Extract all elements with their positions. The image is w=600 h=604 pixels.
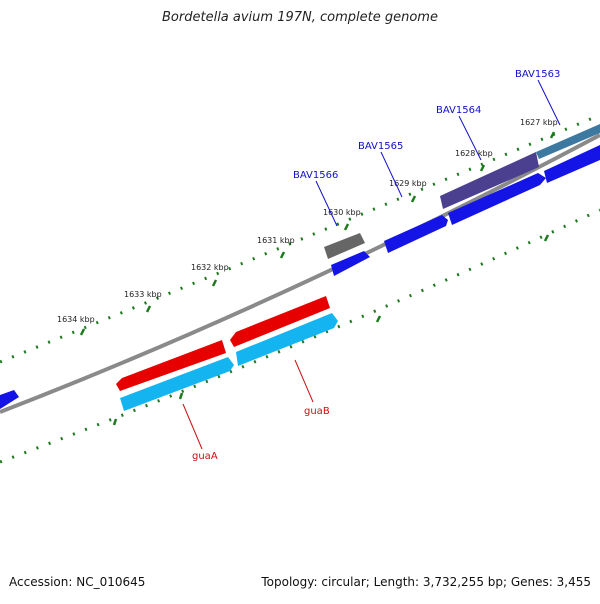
tick-label: 1630 kbp: [323, 208, 361, 217]
leader-line: [294, 359, 314, 403]
tick-label: 1633 kbp: [124, 290, 162, 299]
genome-backbone: [0, 133, 600, 414]
gene-left-blue[interactable]: [0, 390, 19, 409]
gene-label: guaA: [192, 451, 218, 462]
tick-label: 1628 kbp: [455, 149, 493, 158]
genome-title: Bordetella avium 197N, complete genome: [162, 10, 438, 25]
major-ticks: [79, 131, 556, 426]
tick-label: 1627 kbp: [520, 118, 558, 127]
gene-cyan-1[interactable]: [236, 313, 338, 366]
gene-small-blue[interactable]: [331, 251, 370, 276]
leader-line: [458, 115, 482, 161]
major-tick: [145, 305, 152, 313]
major-tick: [375, 315, 382, 323]
tick-labels: 1627 kbp 1628 kbp 1629 kbp 1630 kbp 1631…: [57, 118, 558, 324]
gene-cyan-2[interactable]: [120, 357, 234, 411]
leader-line: [537, 79, 561, 126]
leader-line: [315, 180, 338, 227]
gene-label: BAV1565: [358, 141, 403, 152]
leader-line: [380, 151, 403, 198]
gene-guaB[interactable]: [230, 296, 330, 347]
gene-label: guaB: [304, 406, 330, 417]
major-tick: [479, 164, 486, 172]
gene-bav1564[interactable]: [440, 152, 539, 209]
major-tick: [549, 131, 556, 139]
tick-label: 1634 kbp: [57, 315, 95, 324]
reverse-genes: [120, 313, 338, 411]
gene-bav1565b[interactable]: [544, 145, 600, 183]
gene-bav1563[interactable]: [536, 124, 600, 159]
gene-bav1565[interactable]: [448, 173, 546, 225]
major-tick: [279, 251, 286, 259]
tick-label: 1629 kbp: [389, 179, 427, 188]
gene-label: BAV1566: [293, 170, 338, 181]
gene-label: BAV1564: [436, 105, 481, 116]
leader-line: [182, 403, 203, 450]
outer-tick-track: [0, 113, 600, 364]
major-tick: [543, 234, 550, 242]
gene-bav1566[interactable]: [384, 215, 448, 253]
major-tick: [410, 195, 417, 203]
tick-label: 1632 kbp: [191, 263, 229, 272]
tick-label: 1631 kbp: [257, 236, 295, 245]
genome-summary: Topology: circular; Length: 3,732,255 bp…: [261, 575, 591, 589]
gene-gray[interactable]: [324, 233, 365, 259]
gene-label: BAV1563: [515, 69, 560, 80]
major-tick: [79, 328, 86, 336]
accession-label: Accession: NC_010645: [9, 575, 146, 589]
major-tick: [112, 418, 118, 426]
major-tick: [178, 392, 184, 400]
gene-guaA[interactable]: [116, 340, 226, 391]
gene-annotations: BAV1563 BAV1564 BAV1565 BAV1566 guaB gua…: [182, 69, 561, 462]
major-tick: [211, 279, 218, 287]
forward-genes: [0, 124, 600, 409]
major-tick: [343, 223, 350, 231]
